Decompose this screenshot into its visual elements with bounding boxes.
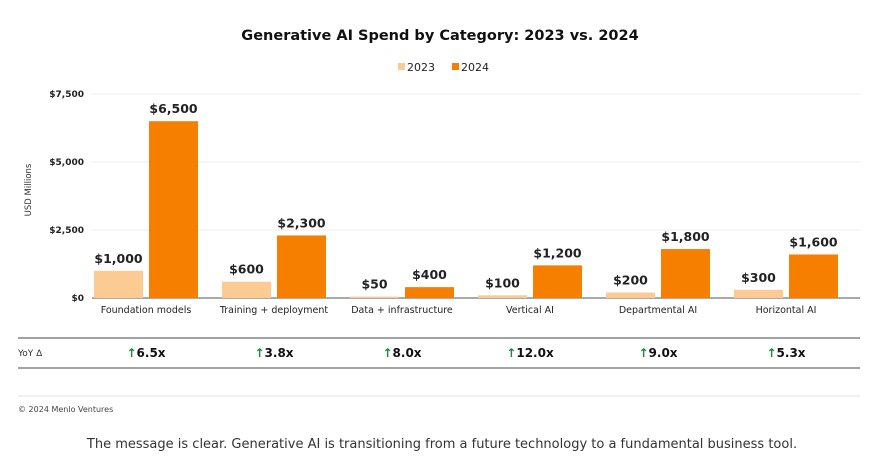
legend-swatch-2024 bbox=[452, 63, 459, 70]
data-label-2024-2: $400 bbox=[412, 267, 447, 282]
legend-swatch-2023 bbox=[398, 63, 405, 70]
data-label-2023-2: $50 bbox=[361, 277, 387, 292]
y-tick-label: $2,500 bbox=[49, 226, 84, 236]
data-label-2023-0: $1,000 bbox=[94, 251, 143, 266]
data-label-2023-3: $100 bbox=[485, 275, 520, 290]
data-label-2024-1: $2,300 bbox=[277, 215, 326, 230]
yoy-value: ↑9.0x bbox=[638, 346, 677, 360]
x-axis-ticks: Foundation models Training + deployment Da… bbox=[101, 305, 817, 316]
up-arrow-icon: ↑ bbox=[126, 346, 136, 360]
up-arrow-icon: ↑ bbox=[766, 346, 776, 360]
data-label-2023-1: $600 bbox=[229, 262, 264, 277]
legend-label-2024: 2024 bbox=[461, 61, 489, 74]
yoy-multiplier: 3.8x bbox=[265, 346, 294, 360]
x-tick-label: Vertical AI bbox=[506, 305, 554, 316]
yoy-value: ↑6.5x bbox=[126, 346, 165, 360]
up-arrow-icon: ↑ bbox=[382, 346, 392, 360]
x-tick-label: Foundation models bbox=[101, 305, 192, 316]
x-tick-label: Departmental AI bbox=[619, 305, 697, 316]
bar-2023-2 bbox=[350, 296, 399, 298]
bar-chart: Generative AI Spend by Category: 2023 vs… bbox=[17, 28, 860, 414]
bar-2024-4 bbox=[661, 249, 710, 298]
bar-2024-2 bbox=[405, 287, 454, 298]
data-label-2024-3: $1,200 bbox=[533, 245, 582, 260]
yoy-multiplier: 9.0x bbox=[649, 346, 678, 360]
yoy-value: ↑12.0x bbox=[506, 346, 554, 360]
y-tick-label: $5,000 bbox=[49, 158, 84, 168]
bar-2024-1 bbox=[277, 235, 326, 298]
bar-2024-3 bbox=[533, 265, 582, 298]
bar-2023-4 bbox=[606, 292, 655, 298]
yoy-row: YoY Δ ↑6.5x ↑3.8x ↑8.0x ↑12.0x ↑9.0x ↑5.3x bbox=[17, 337, 860, 397]
data-label-2024-4: $1,800 bbox=[661, 229, 710, 244]
y-axis-label: USD Millions bbox=[24, 163, 34, 216]
data-label-2023-4: $200 bbox=[613, 273, 648, 288]
x-tick-label: Data + infrastructure bbox=[351, 305, 453, 316]
data-labels: $1,000 $6,500 $600 $2,300 $50 $400 $100 $1,200 $… bbox=[94, 101, 838, 291]
bar-2024-5 bbox=[789, 254, 838, 298]
up-arrow-icon: ↑ bbox=[254, 346, 264, 360]
yoy-multiplier: 8.0x bbox=[393, 346, 422, 360]
yoy-multiplier: 12.0x bbox=[516, 346, 554, 360]
up-arrow-icon: ↑ bbox=[638, 346, 648, 360]
copyright-text: © 2024 Menlo Ventures bbox=[18, 405, 113, 414]
x-tick-label: Horizontal AI bbox=[756, 305, 817, 316]
legend: 2023 2024 bbox=[398, 61, 489, 74]
data-label-2023-5: $300 bbox=[741, 270, 776, 285]
yoy-value: ↑3.8x bbox=[254, 346, 293, 360]
yoy-value: ↑5.3x bbox=[766, 346, 805, 360]
y-tick-label: $0 bbox=[71, 294, 84, 304]
legend-label-2023: 2023 bbox=[407, 61, 435, 74]
data-label-2024-5: $1,600 bbox=[789, 234, 838, 249]
gridlines bbox=[92, 93, 860, 299]
y-tick-label: $7,500 bbox=[49, 90, 84, 100]
yoy-value: ↑8.0x bbox=[382, 346, 421, 360]
bars bbox=[94, 121, 838, 298]
bar-2023-1 bbox=[222, 281, 271, 298]
yoy-multiplier: 6.5x bbox=[137, 346, 166, 360]
bar-2023-3 bbox=[478, 295, 527, 298]
bar-2023-5 bbox=[734, 289, 783, 298]
bar-2024-0 bbox=[149, 121, 198, 298]
yoy-multiplier: 5.3x bbox=[777, 346, 806, 360]
y-axis-ticks: $0 $2,500 $5,000 $7,500 bbox=[49, 90, 84, 304]
yoy-label: YoY Δ bbox=[17, 349, 43, 359]
chart-title: Generative AI Spend by Category: 2023 vs… bbox=[241, 28, 638, 44]
data-label-2024-0: $6,500 bbox=[149, 101, 198, 116]
bar-2023-0 bbox=[94, 270, 143, 298]
x-tick-label: Training + deployment bbox=[219, 305, 329, 316]
caption-text: The message is clear. Generative AI is t… bbox=[86, 437, 798, 452]
up-arrow-icon: ↑ bbox=[506, 346, 516, 360]
